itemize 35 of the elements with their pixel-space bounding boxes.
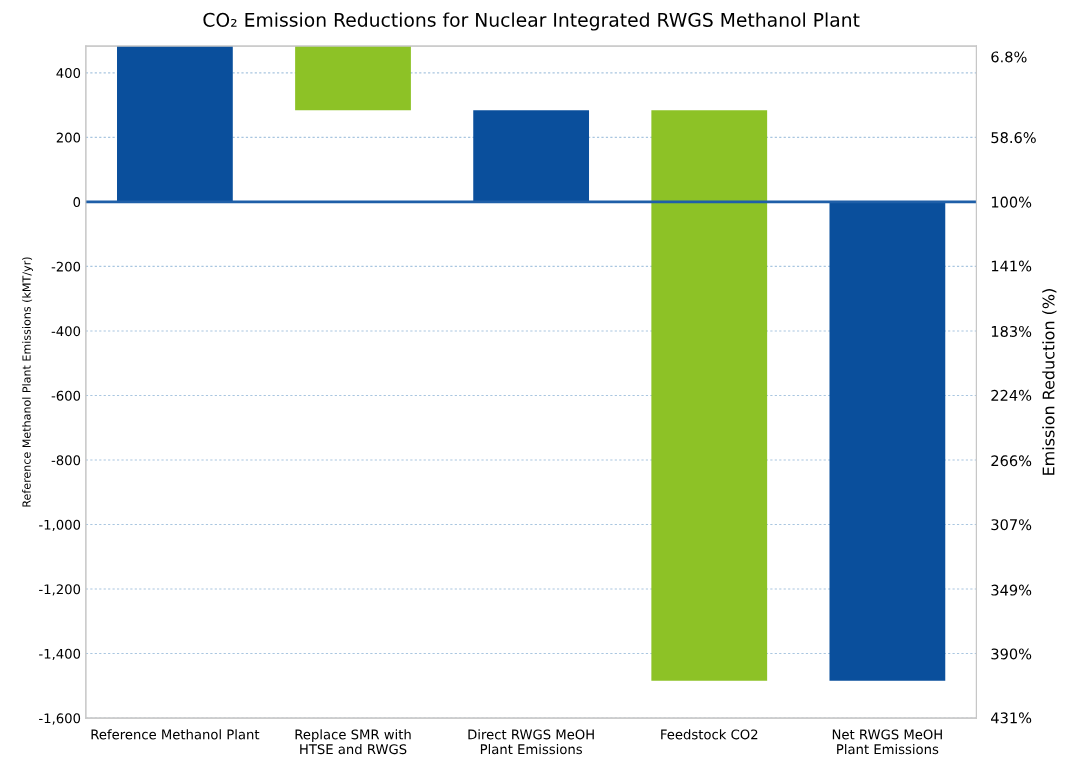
y2-tick-label: 58.6%	[991, 132, 1036, 144]
y-tick-label: -200	[51, 261, 81, 272]
y-tick-label: 400	[56, 68, 81, 79]
x-tick-label: Feedstock CO2	[661, 729, 758, 740]
y2-tick-label: 390%	[991, 648, 1032, 660]
bar	[829, 201, 946, 681]
y-tick-label: -400	[51, 326, 81, 337]
y-axis-title: Reference Methanol Plant Emissions (kMT/yr)	[22, 257, 33, 507]
y-tick-label: -1,400	[39, 648, 81, 661]
x-tick-label: Reference Methanol Plant	[91, 729, 260, 740]
y2-axis-title: Emission Reduction (%)	[1042, 289, 1057, 475]
y2-tick-label: 307%	[991, 519, 1032, 531]
y-tick-label: 0	[73, 197, 81, 208]
y-tick-label: -800	[51, 455, 81, 466]
y-tick-label: -1,200	[39, 584, 81, 596]
y2-tick-label: 431%	[991, 712, 1032, 724]
y-tick-label: -600	[51, 390, 81, 401]
x-tick-label: Direct RWGS MeOH Plant Emissions	[468, 729, 594, 755]
y2-tick-label: 183%	[991, 325, 1032, 337]
y2-tick-label: 224%	[991, 389, 1032, 401]
y2-tick-label: 349%	[991, 584, 1032, 596]
x-tick-label: Replace SMR with HTSE and RWGS	[295, 729, 411, 755]
y-tick-label: 200	[56, 132, 81, 143]
y-tick-label: -1,000	[39, 519, 81, 532]
y2-tick-label: 141%	[991, 260, 1032, 272]
chart-title: CO₂ Emission Reductions for Nuclear Integrated RWGS Methanol Plant	[203, 12, 860, 31]
y-tick-label: -1,600	[39, 713, 81, 725]
x-tick-label: Net RWGS MeOH Plant Emissions	[832, 729, 942, 755]
y2-tick-label: 6.8%	[991, 51, 1027, 63]
bar	[295, 46, 411, 111]
y2-tick-label: 266%	[991, 455, 1032, 467]
bar	[117, 46, 233, 202]
bar	[473, 110, 590, 202]
bar	[651, 110, 768, 681]
y2-tick-label: 100%	[991, 196, 1032, 208]
